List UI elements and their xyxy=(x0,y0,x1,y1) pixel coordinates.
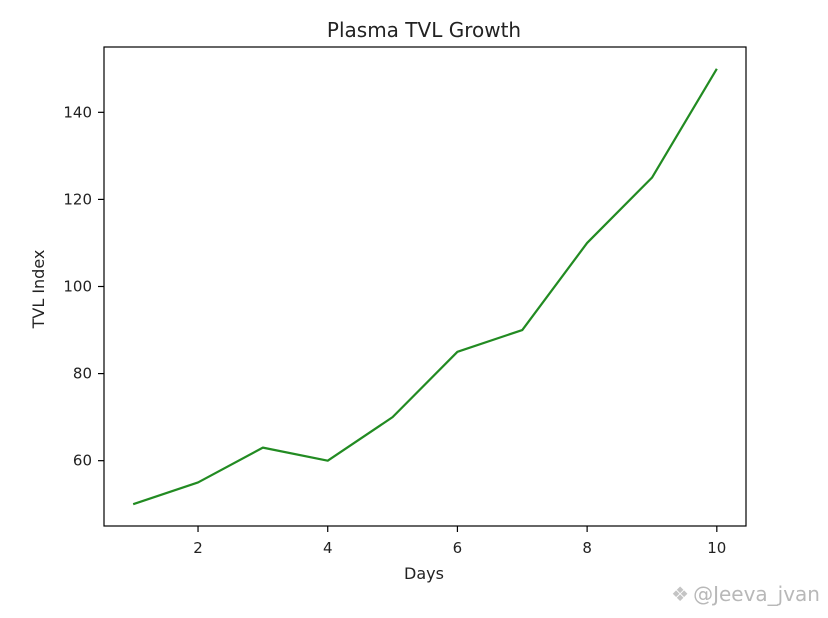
chart-title: Plasma TVL Growth xyxy=(327,18,521,42)
y-tick-label: 140 xyxy=(63,103,92,121)
y-tick-label: 80 xyxy=(73,365,92,383)
diamond-logo-icon: ❖ xyxy=(671,582,690,606)
x-tick-label: 6 xyxy=(453,539,463,557)
x-axis-ticks: 2 4 6 8 10 xyxy=(193,526,726,557)
x-tick-label: 4 xyxy=(323,539,333,557)
y-tick-label: 60 xyxy=(73,452,92,470)
plot-area xyxy=(132,68,718,506)
watermark-text: @Jeeva_jvan xyxy=(693,582,820,606)
x-tick-label: 8 xyxy=(582,539,592,557)
x-tick-label: 2 xyxy=(193,539,203,557)
plot-frame xyxy=(103,46,747,527)
y-tick-label: 100 xyxy=(63,278,92,296)
series-line-0 xyxy=(132,68,718,506)
x-axis-label: Days xyxy=(404,564,444,583)
y-axis-ticks: 60 80 100 120 140 xyxy=(63,103,104,470)
x-tick-label: 10 xyxy=(707,539,726,557)
watermark: ❖ @Jeeva_jvan xyxy=(671,582,820,606)
y-tick-label: 120 xyxy=(63,190,92,208)
y-axis-label: TVL Index xyxy=(29,250,48,330)
